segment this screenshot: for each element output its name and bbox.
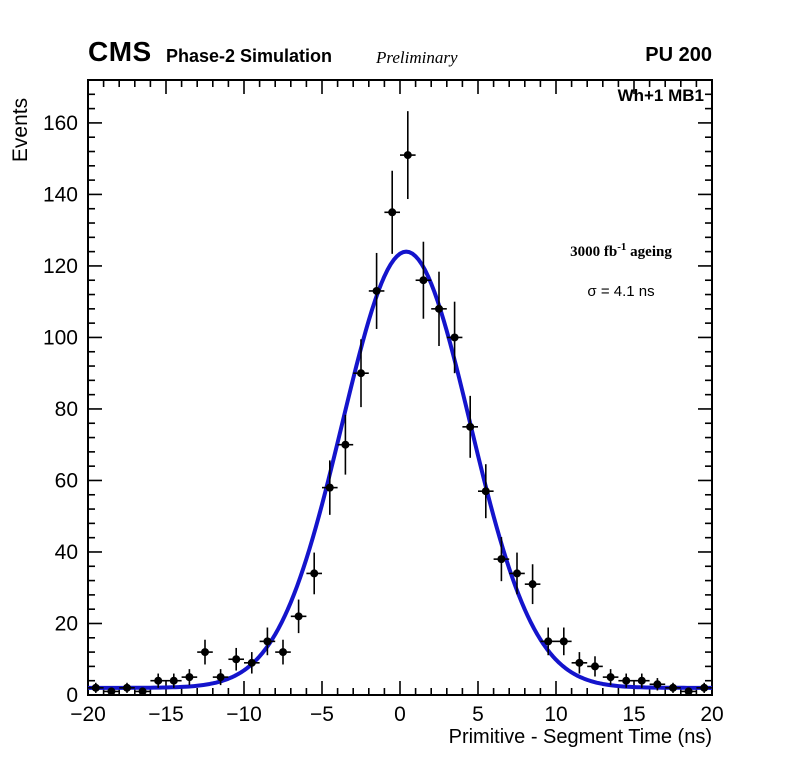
data-point-marker	[669, 683, 677, 692]
data-point-marker	[169, 676, 178, 685]
data-point-marker	[138, 687, 147, 696]
svg-text:0: 0	[66, 684, 78, 707]
svg-text:140: 140	[43, 183, 78, 206]
data-point-marker	[591, 662, 599, 671]
wheel-station-label: Wh+1 MB1	[617, 86, 704, 105]
svg-text:120: 120	[43, 255, 78, 278]
svg-text:40: 40	[55, 541, 78, 564]
svg-text:−5: −5	[310, 703, 334, 726]
pileup-label: PU 200	[645, 44, 712, 66]
data-point-marker	[466, 422, 475, 431]
data-point-marker	[435, 304, 443, 313]
svg-text:20: 20	[700, 703, 723, 726]
data-points	[88, 111, 712, 696]
svg-text:15: 15	[622, 703, 645, 726]
data-point-marker	[419, 276, 428, 285]
data-point-marker	[185, 673, 194, 682]
axis-ticks	[87, 79, 713, 696]
data-point-marker	[637, 676, 646, 685]
svg-text:0: 0	[394, 703, 406, 726]
phase2-simulation-label: Phase-2 Simulation	[166, 46, 333, 66]
svg-text:−15: −15	[148, 703, 184, 726]
data-point-marker	[357, 369, 365, 378]
luminosity-ageing-annotation: 3000 fb-1 ageing	[536, 241, 706, 261]
data-point-marker	[528, 580, 537, 589]
data-point-marker	[544, 637, 553, 646]
data-point-marker	[263, 637, 272, 646]
preliminary-label: Preliminary	[376, 48, 458, 67]
svg-text:100: 100	[43, 326, 78, 349]
data-point-marker	[575, 658, 584, 667]
data-point-marker	[481, 487, 490, 496]
svg-text:20: 20	[55, 612, 78, 635]
svg-text:−10: −10	[226, 703, 262, 726]
data-point-marker	[684, 687, 693, 696]
x-axis-title: Primitive - Segment Time (ns)	[448, 726, 712, 748]
data-point-marker	[559, 637, 568, 646]
data-point-marker	[247, 658, 256, 667]
data-point-marker	[294, 612, 303, 621]
data-point-marker	[279, 648, 287, 657]
data-point-marker	[450, 333, 459, 342]
data-point-marker	[497, 555, 506, 564]
axis-tick-labels: −20 −15 −10 −5 0 5 10 15 20 0 20 40 60 80 100 120 140 160	[43, 112, 724, 726]
data-point-marker	[622, 676, 631, 685]
svg-text:160: 160	[43, 112, 78, 135]
cms-logo-text: CMS	[88, 36, 152, 67]
data-point-marker	[325, 483, 334, 492]
data-point-marker	[123, 683, 131, 692]
data-point-marker	[403, 151, 412, 160]
lumi-exponent: -1	[617, 241, 627, 253]
data-point-marker	[107, 687, 116, 696]
data-point-marker	[216, 673, 225, 682]
lumi-prefix: 3000 fb	[570, 244, 618, 260]
data-point-marker	[310, 569, 319, 578]
svg-text:−20: −20	[70, 703, 106, 726]
svg-text:80: 80	[55, 398, 78, 421]
data-point-marker	[201, 648, 209, 657]
data-point-marker	[232, 655, 241, 664]
data-point-marker	[154, 676, 163, 685]
data-point-marker	[91, 683, 100, 692]
svg-text:10: 10	[544, 703, 567, 726]
gaussian-fit-curve	[88, 249, 712, 690]
data-point-marker	[372, 286, 381, 295]
svg-text:5: 5	[472, 703, 484, 726]
sigma-annotation: σ = 4.1 ns	[587, 283, 655, 300]
data-point-marker	[653, 680, 662, 689]
data-point-marker	[513, 569, 521, 578]
plot-frame	[87, 79, 713, 696]
data-point-marker	[388, 208, 397, 217]
data-point-marker	[341, 440, 350, 449]
svg-text:60: 60	[55, 469, 78, 492]
data-point-marker	[700, 683, 709, 692]
data-point-marker	[606, 673, 615, 682]
lumi-suffix: ageing	[626, 244, 672, 260]
y-axis-title: Events	[9, 97, 32, 163]
